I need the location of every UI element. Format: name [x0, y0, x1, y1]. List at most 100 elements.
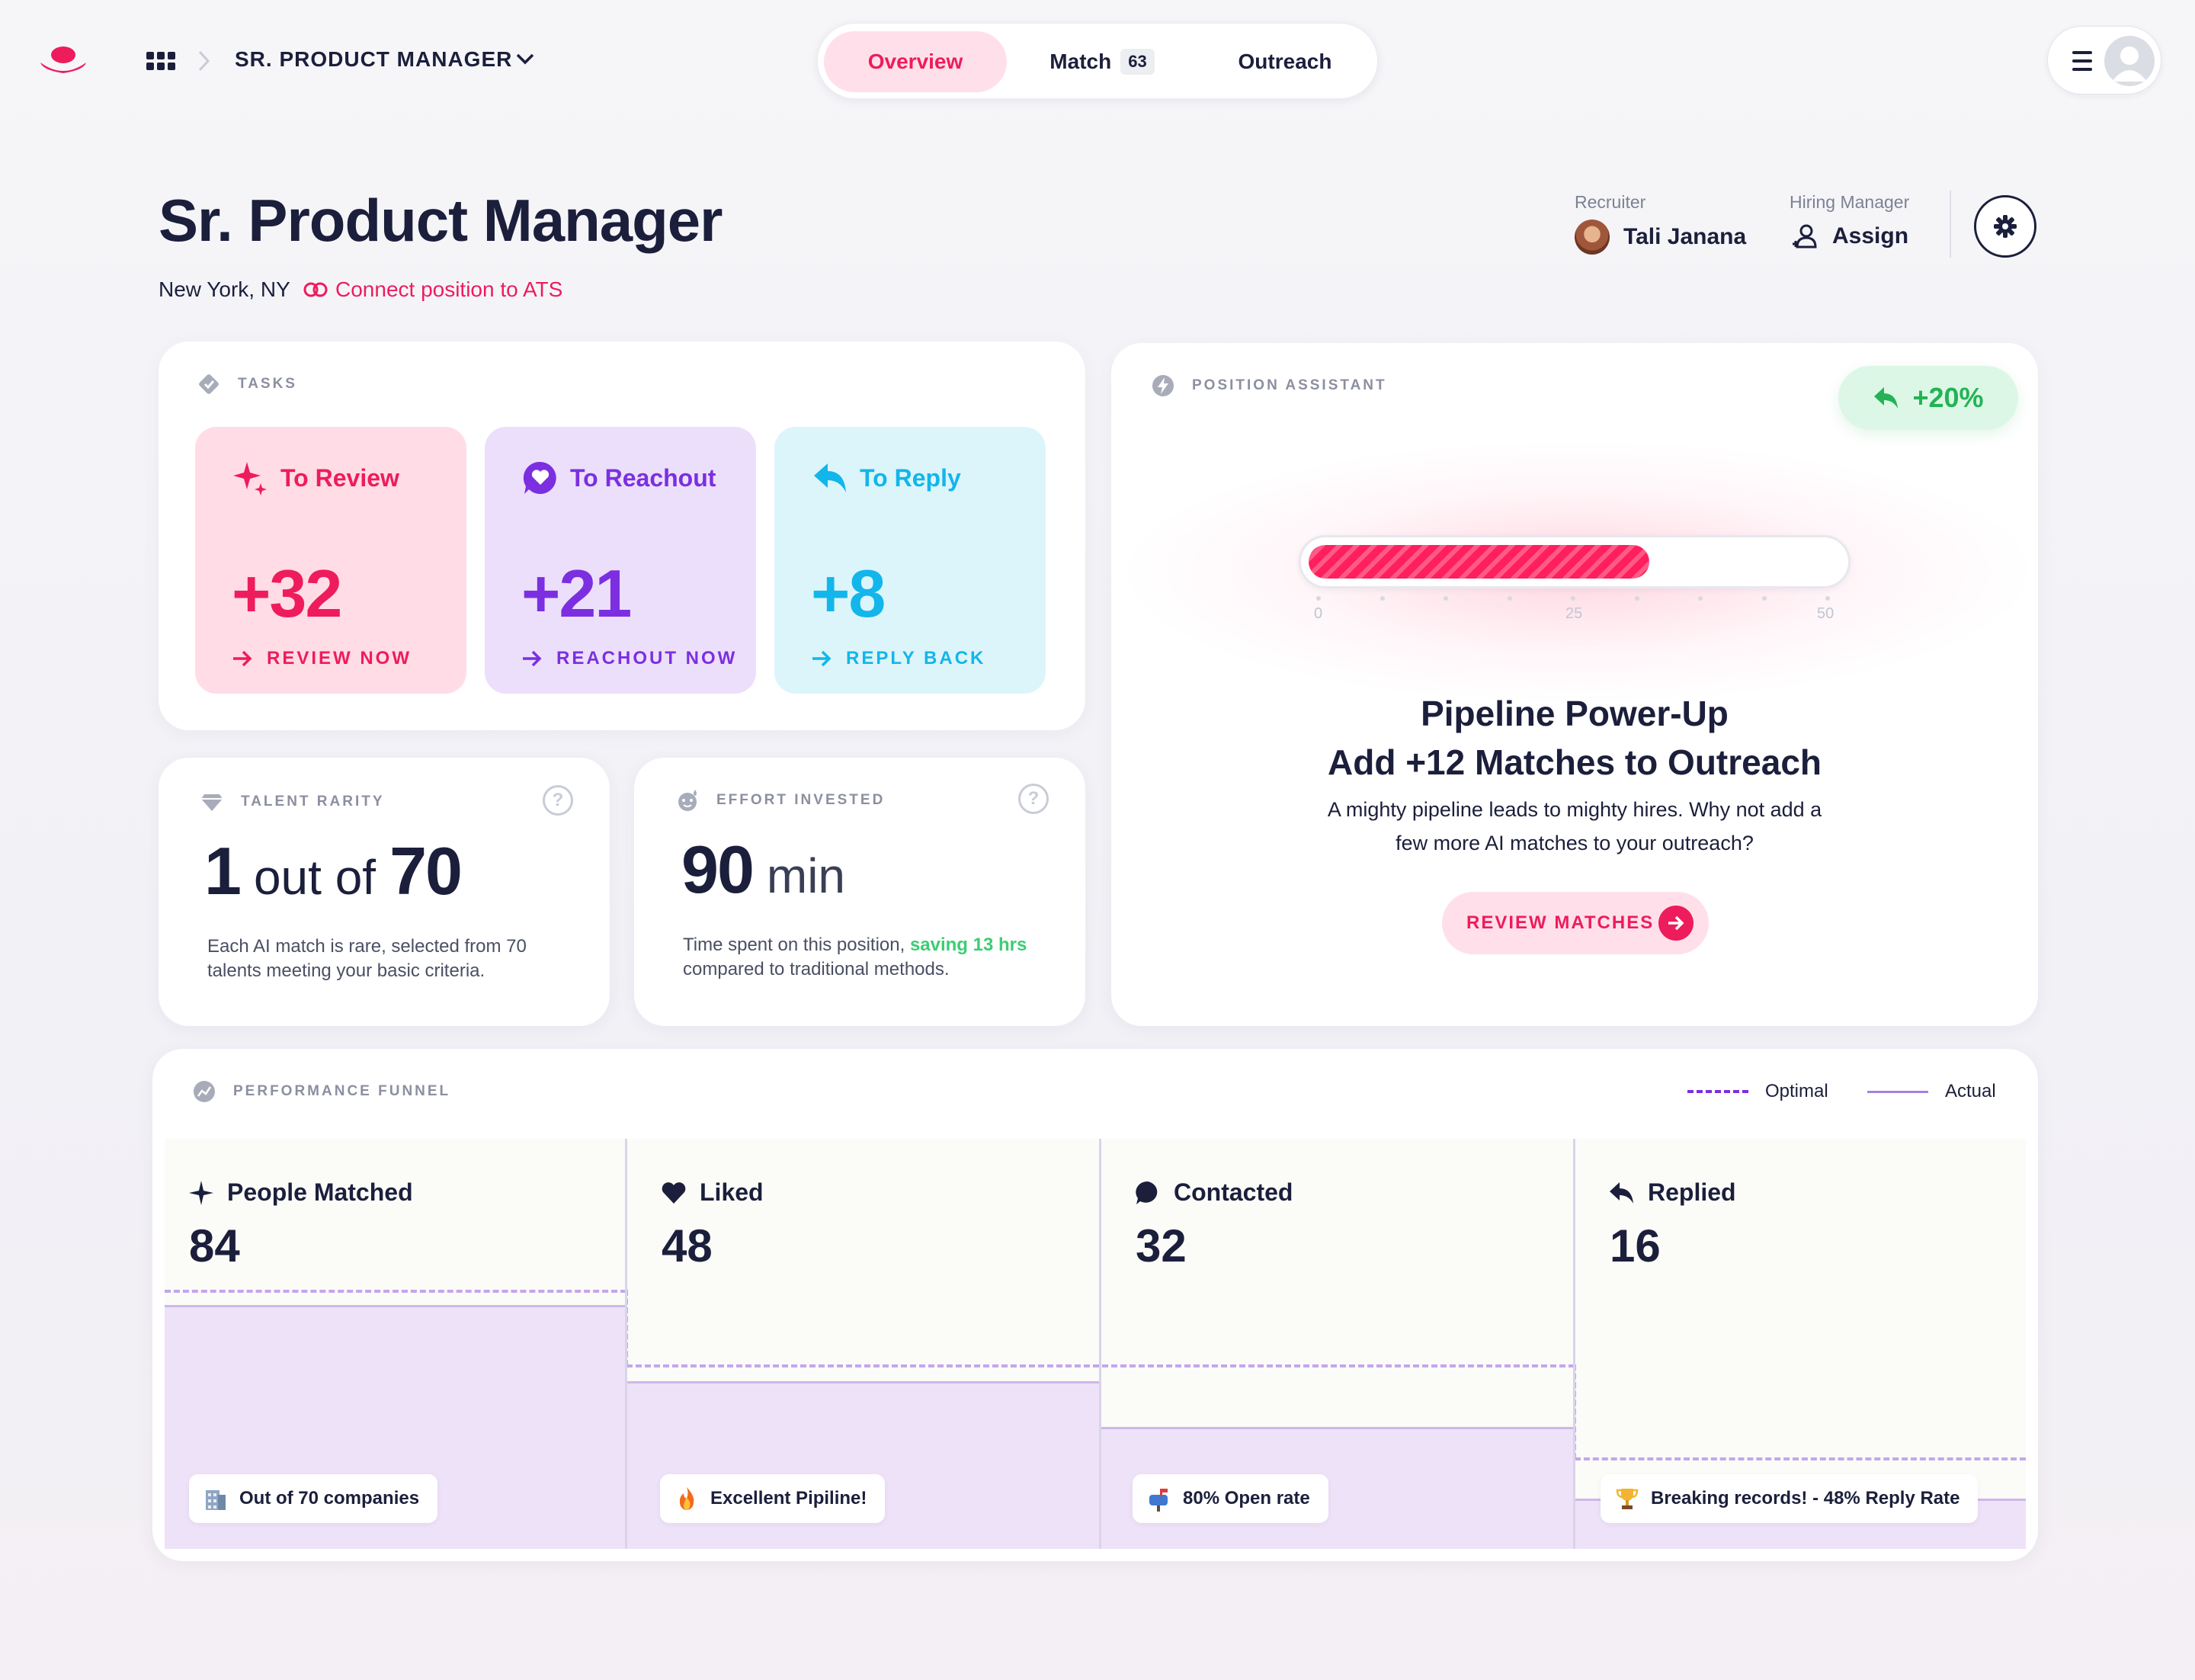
user-placeholder-icon [2112, 46, 2147, 82]
funnel-divider [1099, 1139, 1101, 1549]
connect-ats-link[interactable]: Connect position to ATS [303, 277, 562, 302]
stage-name: Contacted [1174, 1178, 1293, 1206]
arrow-right-icon [233, 650, 252, 667]
talent-rarity-help-icon[interactable]: ? [543, 785, 573, 816]
heart-chat-icon [523, 461, 556, 494]
chip-label: Breaking records! - 48% Reply Rate [1651, 1488, 1960, 1508]
rarity-total: 70 [389, 833, 463, 909]
recruiter-selector[interactable]: Tali Janana [1575, 220, 1746, 255]
reachout-now-link[interactable]: REACHOUT NOW [521, 648, 737, 669]
user-avatar[interactable] [2104, 36, 2155, 86]
boost-value: +20% [1912, 382, 1984, 413]
progress-scale-label: 0 [1314, 605, 1323, 622]
reply-icon [814, 463, 846, 492]
position-assistant-label-text: POSITION ASSISTANT [1192, 377, 1387, 393]
page-title: Sr. Product Manager [159, 187, 723, 254]
effort-invested-help-icon[interactable]: ? [1018, 784, 1049, 814]
task-to-reply[interactable]: To Reply +8 REPLY BACK [774, 427, 1046, 694]
funnel-optimal-line [165, 1290, 626, 1293]
tab-match[interactable]: Match 63 [1014, 31, 1190, 92]
task-title-text: To Reply [860, 463, 961, 492]
legend-optimal-label: Optimal [1765, 1081, 1828, 1101]
logo-icon[interactable] [38, 44, 88, 76]
task-count: +8 [811, 556, 886, 631]
tasks-label-text: TASKS [238, 376, 297, 392]
funnel-stage-people-matched: People Matched [187, 1178, 413, 1207]
task-to-review[interactable]: To Review +32 REVIEW NOW [195, 427, 466, 694]
effort-stat: 90 min [681, 831, 859, 909]
user-menu[interactable] [2047, 26, 2161, 95]
recruiter-label: Recruiter [1575, 192, 1646, 212]
tab-outreach[interactable]: Outreach [1197, 31, 1373, 92]
stage-value: 16 [1610, 1220, 1661, 1271]
task-count: +32 [232, 556, 342, 631]
settings-button[interactable] [1974, 195, 2036, 258]
funnel-divider [625, 1139, 627, 1549]
diamond-icon [201, 794, 223, 811]
talent-rarity-card [159, 758, 610, 1026]
funnel-optimal-line [1575, 1457, 2026, 1460]
task-title: To Reachout [521, 459, 716, 497]
task-title-text: To Reachout [570, 463, 716, 492]
legend-swatch-dashed [1687, 1090, 1748, 1093]
performance-funnel-label: PERFORMANCE FUNNEL [192, 1079, 450, 1104]
connect-ats-label: Connect position to ATS [335, 277, 563, 301]
assign-hiring-manager-button[interactable]: Assign [1790, 221, 1908, 252]
legend-optimal: Optimal [1687, 1081, 1828, 1102]
effort-invested-label-text: EFFORT INVESTED [716, 792, 886, 808]
effort-invested-label: EFFORT INVESTED [675, 788, 885, 813]
stage-insight-chip: Excellent Pipiline! [660, 1474, 886, 1523]
review-matches-label: REVIEW MATCHES [1466, 912, 1655, 933]
chevron-down-icon[interactable] [514, 50, 537, 69]
tab-outreach-label: Outreach [1238, 50, 1332, 73]
assign-label: Assign [1832, 223, 1909, 248]
position-location: New York, NY [159, 277, 290, 301]
position-assistant-label: POSITION ASSISTANT [1151, 374, 1387, 398]
effort-desc-line1: Time spent on this position, saving 13 h… [683, 933, 1027, 957]
breadcrumb-position[interactable]: SR. PRODUCT MANAGER [235, 47, 513, 71]
funnel-stage-replied: Replied [1608, 1178, 1736, 1207]
progress-scale-tick [1761, 596, 1767, 601]
effort-desc-pre: Time spent on this position, [683, 935, 905, 955]
rarity-value: 1 [204, 833, 242, 909]
task-title: To Review [232, 459, 399, 497]
match-count-badge: 63 [1120, 49, 1155, 75]
task-check-icon [199, 374, 219, 394]
chat-icon [1136, 1181, 1158, 1204]
progress-scale-tick [1316, 596, 1321, 601]
progress-scale-tick [1507, 596, 1512, 601]
reply-back-link[interactable]: REPLY BACK [811, 648, 985, 669]
stage-name: Replied [1648, 1178, 1736, 1206]
task-count: +21 [521, 556, 632, 631]
assistant-title: Pipeline Power-Up [1421, 694, 1729, 733]
stage-name: People Matched [227, 1178, 413, 1206]
talent-rarity-label: TALENT RARITY [200, 790, 385, 814]
rarity-desc-line1: Each AI match is rare, selected from 70 [207, 936, 527, 957]
task-to-reachout[interactable]: To Reachout +21 REACHOUT NOW [485, 427, 756, 694]
building-icon [206, 1490, 226, 1510]
stage-value: 32 [1136, 1220, 1187, 1271]
review-matches-button[interactable]: REVIEW MATCHES [1442, 892, 1709, 954]
sparkle-icon [233, 462, 267, 495]
task-title-text: To Review [280, 463, 399, 492]
task-cta-label: REACHOUT NOW [556, 648, 738, 668]
progress-scale-label: 25 [1565, 605, 1583, 622]
menu-icon[interactable] [2072, 51, 2092, 71]
stage-insight-chip: 80% Open rate [1133, 1474, 1328, 1523]
add-person-icon [1793, 224, 1817, 248]
recruiter-name: Tali Janana [1623, 224, 1747, 249]
progress-scale-tick [1634, 596, 1639, 601]
review-now-link[interactable]: REVIEW NOW [232, 648, 412, 669]
task-title: To Reply [811, 459, 961, 497]
talent-rarity-description: Each AI match is rare, selected from 70 … [207, 935, 527, 983]
tab-overview[interactable]: Overview [824, 31, 1007, 92]
effort-desc-line2: compared to traditional methods. [683, 959, 950, 979]
trophy-icon [1616, 1489, 1639, 1509]
chart-icon [194, 1081, 215, 1102]
pipeline-progress-bar [1299, 535, 1851, 588]
tasks-label: TASKS [197, 372, 297, 396]
apps-grid-icon[interactable] [146, 52, 175, 70]
rarity-desc-line2: talents meeting your basic criteria. [207, 960, 485, 981]
header-divider [1950, 191, 1951, 258]
assistant-desc-line1: A mighty pipeline leads to mighty hires.… [1327, 798, 1822, 821]
